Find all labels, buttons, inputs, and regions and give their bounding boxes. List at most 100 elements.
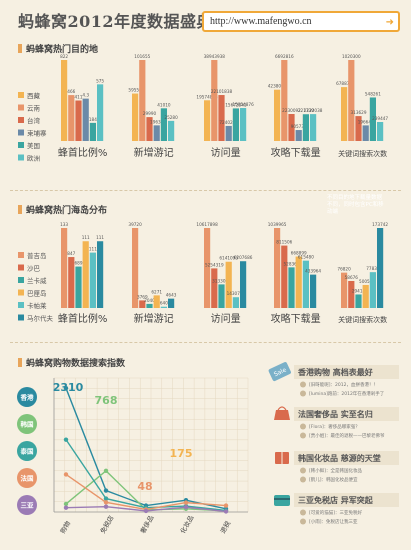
bar-label: 822: [60, 54, 68, 59]
legend-swatch: [18, 302, 24, 308]
comment-text: [贾小姐]：最佳的退税——巴黎老佛爷: [309, 432, 385, 439]
legend-circle: [17, 441, 37, 461]
legend-label: 马尔代夫: [27, 314, 54, 323]
right-panel-title: 法国奢侈品 实至名归: [298, 409, 373, 419]
badge-text: Sale: [273, 366, 288, 378]
bar: [153, 295, 160, 308]
legend-label: 普吉岛: [27, 251, 47, 260]
bar-label: 15854876: [232, 102, 254, 107]
bar-label: 38943938: [204, 54, 226, 59]
bar-label: 41010: [157, 102, 171, 107]
group-label: 新增游记: [134, 312, 174, 325]
bar: [355, 116, 362, 141]
bar-label: 29990: [143, 111, 157, 116]
bar-label: 548261: [365, 91, 381, 96]
group-label: 关键词搜索次数: [338, 149, 387, 158]
comment-text: [小雨]：免税店让我三亚: [309, 518, 358, 525]
card-icon: [274, 495, 290, 506]
bar: [211, 268, 218, 308]
avatar: [300, 423, 306, 430]
legend-circle: [17, 414, 37, 434]
bar-label: 10617898: [196, 222, 218, 227]
legend-label: 柬埔寨: [27, 129, 47, 138]
bar-label: 1430748: [227, 291, 246, 296]
annotation: 768: [95, 394, 118, 407]
legend-swatch: [18, 314, 24, 321]
bar-label: 678870: [336, 81, 352, 86]
bar: [302, 114, 309, 141]
right-panel-title-bg: [294, 493, 399, 507]
bar: [75, 266, 82, 308]
go-arrow-icon[interactable]: ➜: [385, 17, 394, 28]
data-point: [103, 500, 109, 505]
bar-label: 1020300: [342, 54, 361, 59]
right-panel-title-bg: [294, 451, 399, 465]
data-point: [143, 508, 149, 514]
bar-label: 50058: [359, 279, 373, 284]
bar: [377, 228, 384, 308]
bar: [204, 228, 211, 308]
legend-circle: [17, 468, 37, 488]
bar-label: 221739: [298, 108, 314, 113]
bar-label: 3769: [137, 294, 148, 299]
comment-text: [lumina]跑前：2012年在香港剁手了: [309, 390, 385, 397]
comment-text: [旧呀能呢]：2012，血拼香港！！: [309, 381, 378, 388]
legend-swatch: [18, 252, 24, 258]
bar: [288, 114, 295, 141]
group-label: 关键词搜索次数: [338, 315, 387, 324]
group-label: 攻略下载量: [271, 146, 321, 159]
annotation: 175: [170, 447, 193, 460]
handbag-handle-icon: [277, 406, 287, 411]
bar: [369, 97, 376, 141]
bar: [240, 108, 247, 141]
bar-label: 615480: [298, 255, 314, 260]
bar-label: 22101838: [211, 89, 233, 94]
avatar: [300, 476, 306, 483]
divider: [10, 342, 401, 343]
bar-label: 2040: [144, 298, 155, 303]
bar: [132, 228, 139, 308]
bar: [225, 125, 232, 141]
bar-label: 58676: [345, 275, 359, 280]
bar: [153, 125, 160, 141]
bar: [97, 84, 104, 141]
bar: [281, 60, 288, 141]
annotation: 48: [137, 480, 152, 493]
data-point: [223, 509, 229, 514]
right-panel-title: 香港购物 高档表最好: [297, 367, 373, 377]
legend-label: 美国: [27, 141, 40, 150]
legend-swatch: [18, 129, 24, 136]
avatar: [300, 390, 306, 397]
bar-label: 133: [60, 222, 68, 227]
bar: [139, 60, 146, 141]
bar-label: 25280: [164, 115, 178, 120]
bar: [281, 245, 288, 308]
bar-label: 4.3: [82, 93, 89, 98]
bar-label: 77835: [366, 266, 380, 271]
legend-label: 欧洲: [27, 154, 40, 163]
legend-swatch: [18, 289, 24, 296]
bar: [211, 60, 218, 141]
bar-label: 905730: [291, 124, 307, 129]
bar-label: 6141093: [219, 256, 238, 261]
bar: [89, 252, 96, 308]
bar-label: 4643: [166, 293, 177, 298]
legend-label: 韩国: [21, 420, 35, 429]
bar-label: 15672341: [225, 102, 247, 107]
bar-label: 1039965: [268, 222, 287, 227]
bar-label: 811506: [276, 240, 292, 245]
bar: [225, 261, 232, 308]
bar-label: 101655: [134, 54, 150, 59]
bar-label: 19574856: [196, 94, 218, 99]
data-point: [183, 504, 189, 510]
group-label: 新增游记: [134, 146, 174, 159]
bar-label: 668899: [291, 251, 307, 256]
divider: [10, 190, 401, 191]
bar-label: 5254319: [205, 262, 224, 267]
bar: [75, 100, 82, 141]
url-bar[interactable]: http://www.mafengwo.cn ➜: [202, 11, 400, 32]
